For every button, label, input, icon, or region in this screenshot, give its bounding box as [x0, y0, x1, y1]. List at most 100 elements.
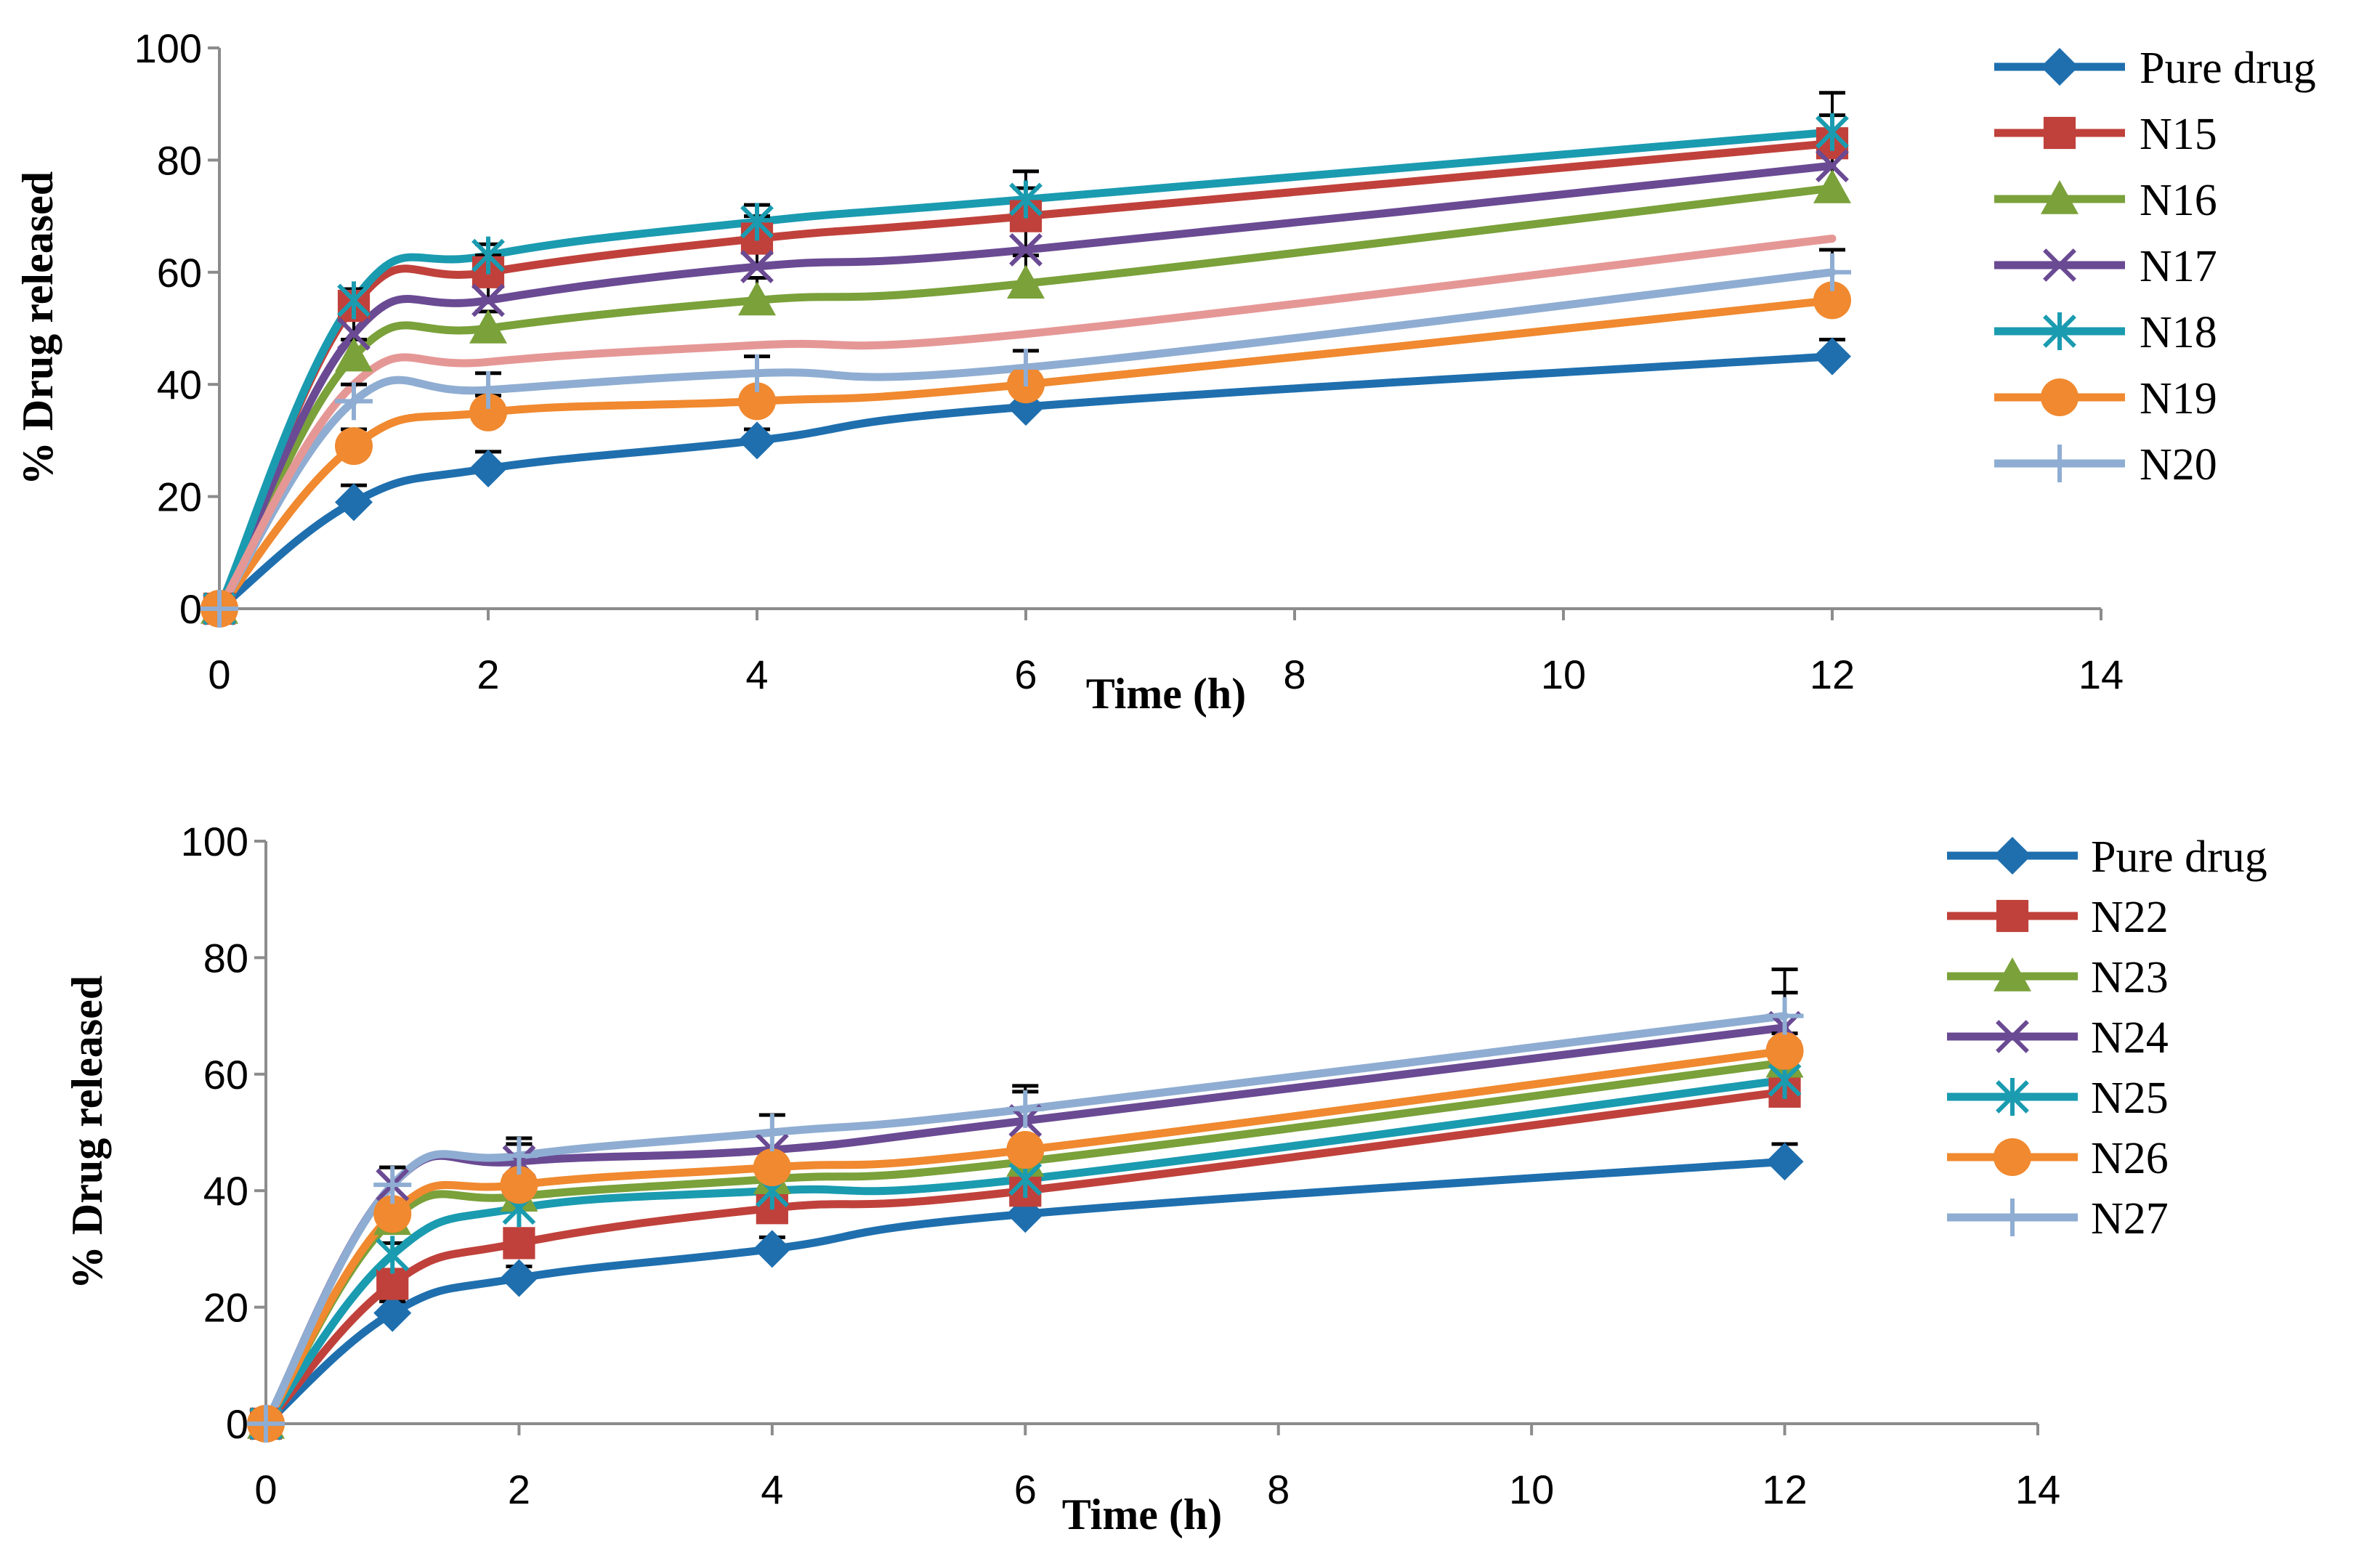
- x-tick-label: 2: [508, 1467, 530, 1512]
- data-point: [337, 281, 371, 320]
- data-point: [373, 1195, 412, 1233]
- data-point: [373, 1294, 412, 1332]
- data-point: [1009, 232, 1043, 267]
- x-tick-label: 2: [477, 652, 499, 697]
- y-tick-label: 40: [203, 1168, 248, 1214]
- data-point: [1009, 180, 1043, 219]
- legend-label: N23: [2091, 953, 2169, 1002]
- data-point: [1006, 1131, 1045, 1169]
- y-tick-label: 0: [226, 1401, 248, 1447]
- data-point: [1813, 337, 1851, 376]
- data-point: [738, 354, 776, 392]
- data-point: [1007, 349, 1045, 387]
- data-point: [469, 450, 507, 487]
- y-tick-label: 20: [203, 1285, 248, 1331]
- data-point: [1007, 264, 1045, 299]
- data-point: [1765, 997, 1804, 1035]
- legend-label: N26: [2091, 1134, 2169, 1183]
- series-line-unlabeled: [215, 234, 1837, 613]
- data-point: [1813, 281, 1851, 320]
- data-point: [335, 427, 373, 466]
- data-point: [247, 1405, 285, 1443]
- chart-1: 0 20 40 60 80 100 0 2 4 6 8 10 12 14 Time (h) % Drug re…: [14, 25, 2316, 718]
- x-tick-label: 6: [1014, 1467, 1037, 1512]
- legend-label: N19: [2140, 374, 2217, 423]
- legend-marker: [2043, 248, 2076, 282]
- x-tick-label: 14: [2015, 1467, 2060, 1512]
- series-line-n19: [215, 296, 1837, 613]
- data-point: [738, 421, 776, 460]
- x-tick-label: 10: [1509, 1467, 1554, 1512]
- data-point: [1006, 1090, 1045, 1128]
- y-axis-title: % Drug released: [63, 976, 111, 1289]
- data-point: [335, 382, 373, 421]
- x-tick-label: 4: [761, 1467, 783, 1512]
- legend-label: N18: [2140, 308, 2217, 357]
- data-point: [469, 370, 507, 409]
- x-tick-label: 10: [1541, 652, 1586, 697]
- y-tick-label: 60: [203, 1052, 248, 1098]
- data-point: [503, 1227, 535, 1260]
- data-point: [500, 1166, 538, 1204]
- data-point: [201, 590, 238, 628]
- chart-2: 0 20 40 60 80 100 0 2 4 6 8 10 12 14 Time (h) % Drug re…: [63, 819, 2267, 1538]
- data-point: [500, 1259, 538, 1297]
- y-tick-label: 0: [179, 586, 202, 632]
- legend-label: N20: [2140, 440, 2217, 490]
- data-point: [1813, 169, 1851, 203]
- data-point: [469, 393, 507, 431]
- legend-marker: [1994, 957, 2031, 992]
- x-tick-label: 12: [1762, 1467, 1807, 1512]
- y-tick-label: 100: [181, 819, 248, 864]
- y-tick-label: 20: [157, 474, 202, 520]
- legend-label: N17: [2140, 242, 2217, 291]
- legend-marker: [1994, 1199, 2031, 1236]
- x-tick-label: 4: [745, 652, 768, 697]
- data-point: [373, 1166, 412, 1204]
- legend-marker: [2041, 180, 2079, 214]
- data-point: [1816, 149, 1849, 183]
- y-tick-label: 60: [157, 250, 202, 296]
- x-tick-label: 8: [1267, 1467, 1290, 1512]
- data-point: [337, 317, 371, 351]
- x-tick-label: 6: [1014, 652, 1037, 697]
- legend-label: N15: [2140, 110, 2217, 159]
- data-point: [740, 203, 774, 241]
- data-point: [335, 483, 373, 522]
- legend-marker: [1996, 899, 2029, 933]
- data-point: [753, 1230, 791, 1268]
- y-tick-label: 100: [134, 25, 202, 71]
- legend-marker: [1996, 1020, 2029, 1053]
- x-tick-label: 12: [1810, 652, 1855, 697]
- data-point: [500, 1137, 538, 1175]
- data-point: [738, 382, 776, 421]
- legend-marker: [2043, 312, 2076, 350]
- legend-marker: [1994, 837, 2031, 875]
- x-tick-label: 0: [208, 652, 230, 697]
- legend-marker: [2043, 116, 2076, 150]
- legend-marker: [1994, 1138, 2031, 1176]
- legend-label: N22: [2091, 893, 2169, 942]
- legend-label: N27: [2091, 1194, 2169, 1244]
- data-point: [471, 236, 505, 275]
- data-point: [753, 1148, 791, 1187]
- data-point: [740, 250, 774, 284]
- data-point: [1765, 1031, 1804, 1070]
- x-tick-label: 14: [2079, 652, 2124, 697]
- legend-marker: [2041, 378, 2079, 416]
- legend-label: Pure drug: [2140, 44, 2316, 93]
- data-point: [1813, 253, 1851, 291]
- x-axis-title: Time (h): [1086, 670, 1247, 718]
- y-tick-label: 80: [203, 935, 248, 981]
- data-point: [376, 1236, 410, 1274]
- x-tick-label: 8: [1283, 652, 1306, 697]
- data-point: [335, 337, 373, 372]
- x-tick-label: 0: [254, 1467, 277, 1512]
- legend-label: Pure drug: [2091, 832, 2267, 882]
- legend-label: N25: [2091, 1074, 2169, 1123]
- data-point: [1816, 113, 1849, 151]
- data-point: [469, 309, 507, 344]
- data-point: [471, 283, 505, 317]
- legend-label: N24: [2091, 1013, 2169, 1063]
